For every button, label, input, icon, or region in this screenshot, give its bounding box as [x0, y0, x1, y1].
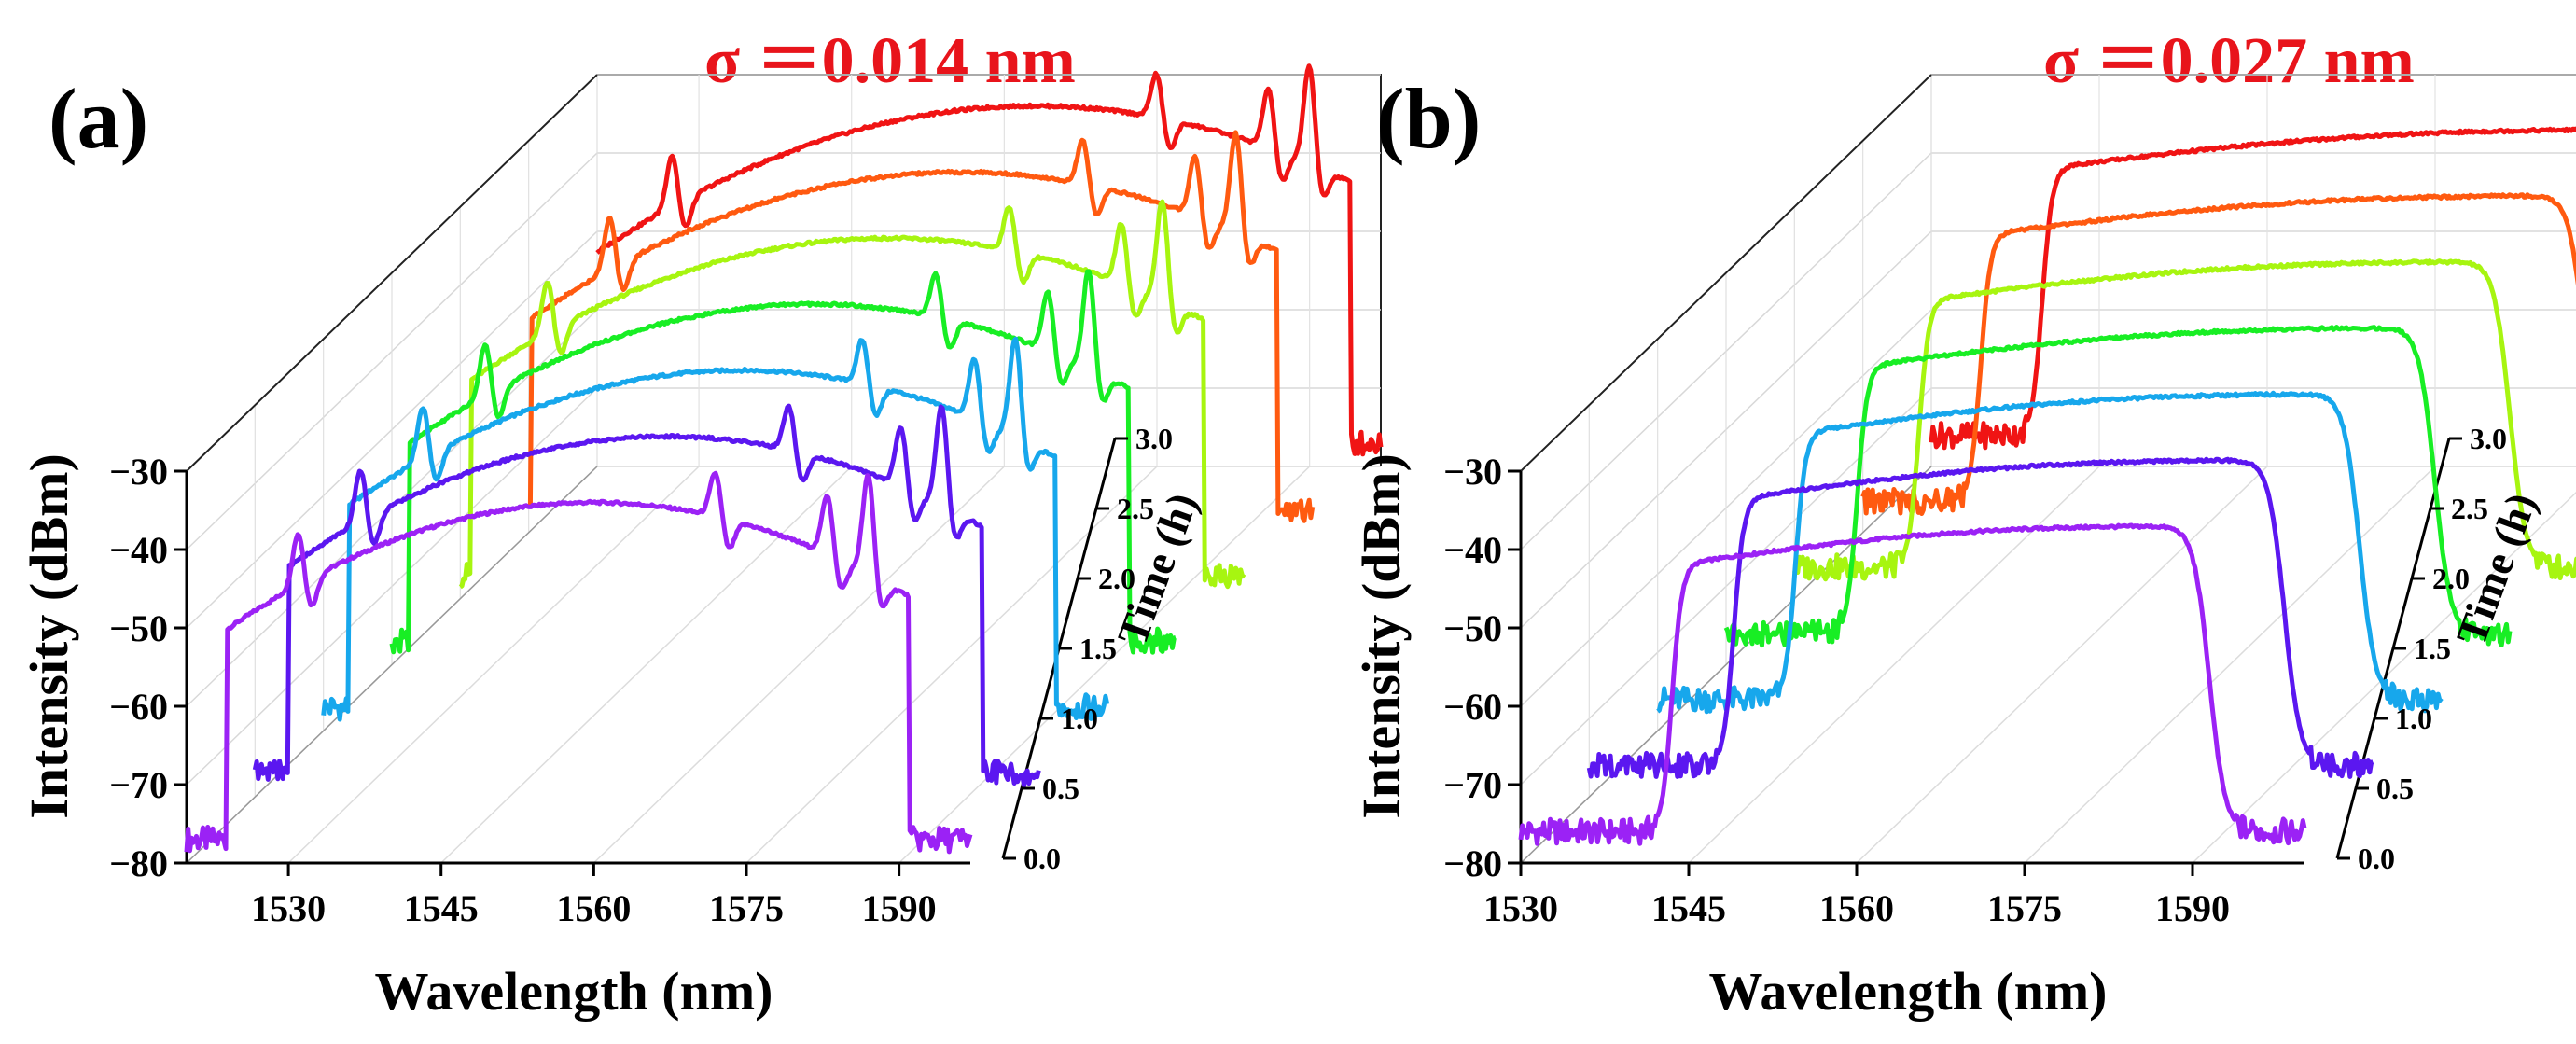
y-tick-label: −30	[1443, 451, 1502, 493]
series-b	[1518, 126, 2576, 846]
series-line-0.0-h	[1518, 522, 2307, 846]
y-tick-label: −80	[1443, 842, 1502, 884]
x-tick-label: 1545	[404, 887, 479, 929]
frame-edge	[186, 74, 598, 472]
series-line-3.0-h	[1929, 126, 2576, 451]
x-tick-label: 1590	[2155, 887, 2230, 929]
x-axis-title-a: Wavelength (nm)	[375, 961, 773, 1022]
series-line-2.5-h	[1860, 192, 2576, 516]
time-tick-label: 0.0	[1023, 842, 1061, 875]
series-line-0.5-h	[252, 403, 1041, 788]
x-tick-label: 1530	[1483, 887, 1558, 929]
time-tick-label: 2.5	[2451, 492, 2488, 525]
y-tick-label: −70	[109, 764, 168, 806]
series-a	[184, 63, 1384, 855]
y-axis-title-a: Intensity (dBm)	[19, 453, 79, 819]
sigma-label-b: σ ＝0.027 nm	[2043, 25, 2415, 97]
back-wall-frame	[597, 74, 1382, 466]
panel-a: (a) σ ＝0.014 nm 1530 1545 1560 1575 1590 −30 −…	[19, 25, 1384, 1022]
frame-edge	[1520, 74, 1932, 472]
x-axis-title-b: Wavelength (nm)	[1709, 961, 2108, 1022]
axes-a	[185, 74, 1117, 865]
series-line-3.0-h	[595, 63, 1384, 457]
ticks-b: 1530 1545 1560 1575 1590 −30 −40 −50 −60 −70 −80 0.…	[1443, 422, 2507, 929]
y-tick-label: −70	[1443, 764, 1502, 806]
grid-line	[440, 466, 853, 864]
x-tick-label: 1560	[556, 887, 631, 929]
y-tick-label: −40	[109, 529, 168, 571]
ticks-a: 1530 1545 1560 1575 1590 −30 −40 −50 −60 −70 −80 0.…	[109, 422, 1173, 929]
time-tick-label: 0.5	[1042, 772, 1079, 805]
y-tick-label: −80	[109, 842, 168, 884]
time-tick-label: 3.0	[2470, 422, 2507, 455]
y-tick-label: −30	[109, 451, 168, 493]
y-tick-label: −50	[1443, 607, 1502, 649]
y-tick-label: −60	[109, 686, 168, 728]
x-tick-label: 1590	[862, 887, 937, 929]
x-tick-label: 1575	[1987, 887, 2062, 929]
x-tick-label: 1545	[1651, 887, 1726, 929]
panel-label-a: (a)	[49, 71, 148, 166]
time-tick-label: 2.0	[1098, 562, 1135, 595]
grid-line	[2024, 466, 2436, 864]
series-line-0.0-h	[184, 470, 973, 855]
y-tick-label: −60	[1443, 686, 1502, 728]
series-line-0.5-h	[1586, 456, 2374, 779]
x-tick-label: 1530	[251, 887, 326, 929]
grid-line	[1856, 466, 2268, 864]
panel-label-b: (b)	[1376, 71, 1481, 166]
y-tick-label: −50	[109, 607, 168, 649]
series-line-1.5-h	[1723, 325, 2513, 648]
time-tick-label: 2.0	[2432, 562, 2470, 595]
frame-edge	[186, 466, 598, 864]
time-tick-label: 1.0	[1061, 702, 1098, 735]
y-axis-title-b: Intensity (dBm)	[1351, 453, 1412, 819]
series-line-1.0-h	[321, 336, 1110, 722]
y-tick-label: −40	[1443, 529, 1502, 571]
time-tick-label: 2.5	[1117, 492, 1154, 525]
time-tick-label: 1.5	[2414, 632, 2451, 665]
time-tick-label: 3.0	[1135, 422, 1173, 455]
grid-line	[1688, 466, 2100, 864]
series-line-1.0-h	[1656, 390, 2444, 715]
panel-b: (b) σ ＝0.027 nm 1530 1545 1560 1575 1590 −30 −…	[1351, 25, 2576, 1022]
series-line-2.0-h	[458, 199, 1246, 590]
series-line-2.5-h	[526, 130, 1316, 523]
grid-b	[1520, 74, 2576, 864]
x-tick-label: 1575	[709, 887, 784, 929]
frame-edge	[1520, 466, 1932, 864]
time-tick-label: 1.0	[2395, 702, 2432, 735]
grid-line	[898, 466, 1311, 864]
time-tick-label: 0.5	[2376, 772, 2414, 805]
time-tick-label: 1.5	[1079, 632, 1117, 665]
time-tick-label: 0.0	[2358, 842, 2395, 875]
grid-line	[287, 466, 700, 864]
grid-line	[592, 466, 1005, 864]
x-tick-label: 1560	[1819, 887, 1894, 929]
series-line-1.5-h	[389, 269, 1177, 655]
sigma-label-a: σ ＝0.014 nm	[704, 25, 1076, 97]
grid-line	[2192, 491, 2576, 864]
